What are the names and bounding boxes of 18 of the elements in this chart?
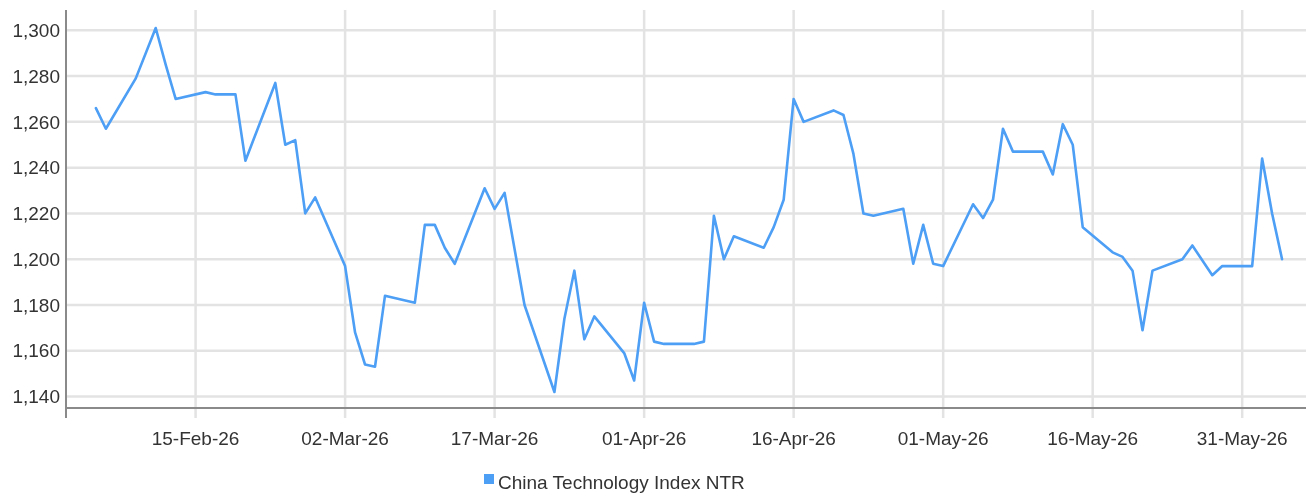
y-tick-label: 1,240 bbox=[12, 157, 60, 179]
y-tick-label: 1,180 bbox=[12, 294, 60, 316]
y-tick-label: 1,140 bbox=[12, 386, 60, 408]
x-tick-label: 01-Apr-26 bbox=[601, 428, 687, 449]
x-tick-label: 31-May-26 bbox=[1196, 428, 1288, 449]
x-tick-label: 01-May-26 bbox=[897, 428, 989, 449]
y-tick-label: 1,300 bbox=[12, 19, 60, 41]
y-tick-label: 1,260 bbox=[12, 111, 60, 133]
y-tick-label: 1,280 bbox=[12, 65, 60, 87]
y-tick-label: 1,200 bbox=[12, 248, 60, 270]
x-tick-label: 17-Mar-26 bbox=[450, 428, 539, 449]
x-tick-label: 15-Feb-26 bbox=[151, 428, 240, 449]
y-tick-label: 1,160 bbox=[12, 340, 60, 362]
y-tick-label: 1,220 bbox=[12, 203, 60, 225]
x-tick-label: 16-May-26 bbox=[1047, 428, 1139, 449]
x-tick-label: 16-Apr-26 bbox=[751, 428, 836, 449]
legend-label: China Technology Index NTR bbox=[498, 471, 745, 493]
x-tick-label: 02-Mar-26 bbox=[301, 428, 389, 449]
